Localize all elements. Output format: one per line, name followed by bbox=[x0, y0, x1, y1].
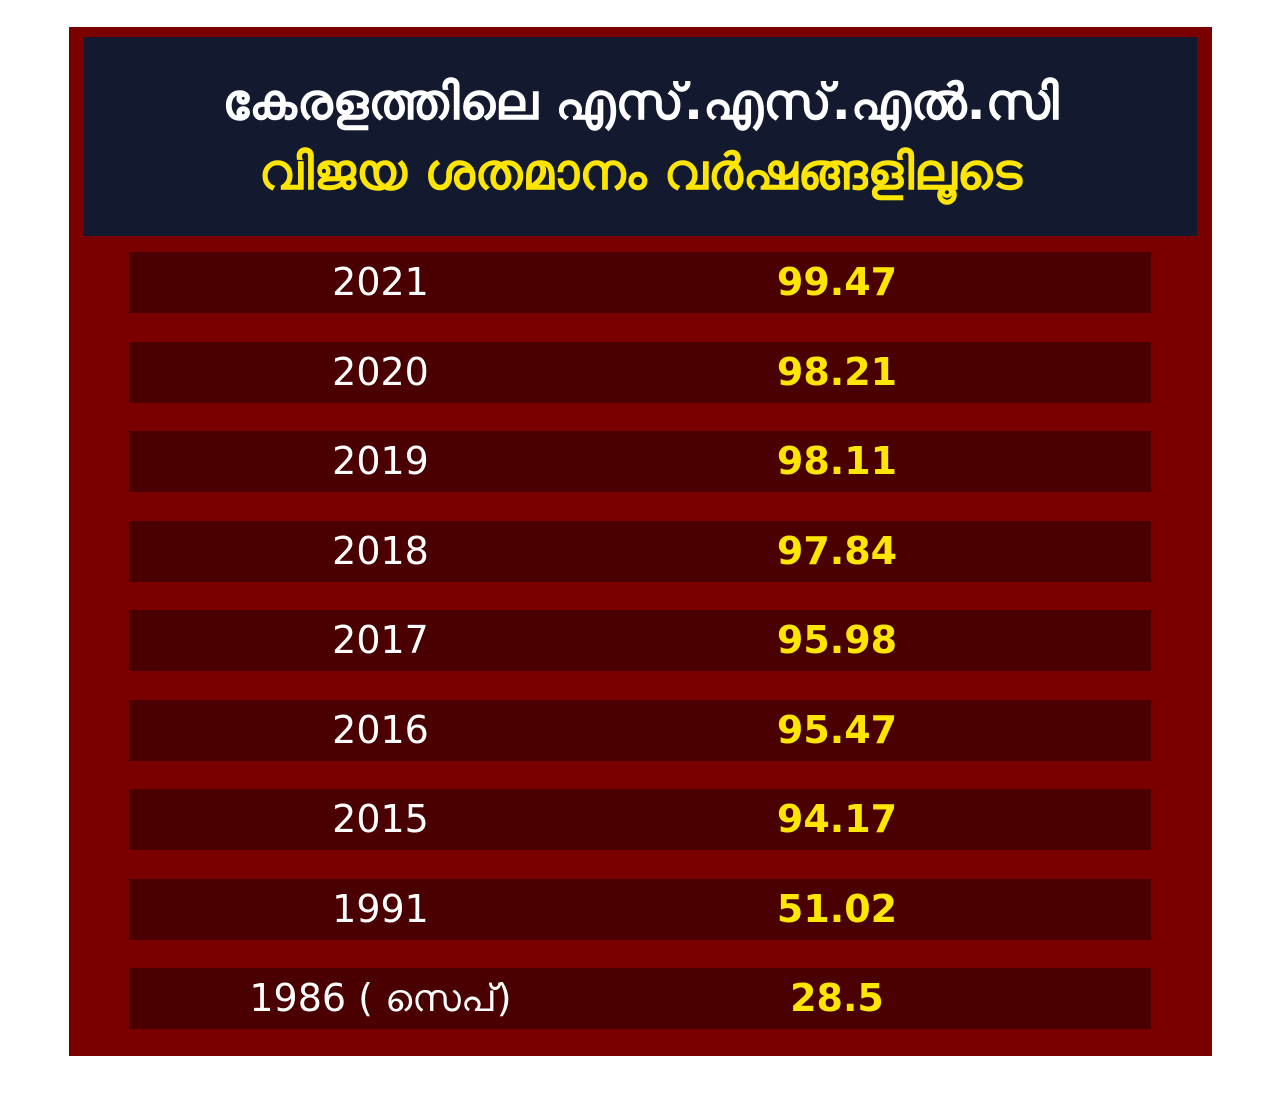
table-row: 2017 95.98 bbox=[129, 610, 1151, 671]
title-banner: കേരളത്തിലെ എസ്.എസ്.എൽ.സി വിജയ ശതമാനം വർഷ… bbox=[84, 37, 1197, 236]
year-cell: 2020 bbox=[332, 350, 429, 394]
pass-percentage-cell: 95.98 bbox=[776, 618, 898, 662]
table-row: 1986 ( സെപ്) 28.5 bbox=[129, 968, 1151, 1029]
year-cell: 2021 bbox=[332, 260, 429, 304]
year-cell: 2015 bbox=[332, 797, 429, 841]
table-row: 2021 99.47 bbox=[129, 252, 1151, 313]
year-cell: 1991 bbox=[332, 887, 429, 931]
year-cell: 2018 bbox=[332, 529, 429, 573]
pass-percentage-cell: 94.17 bbox=[776, 797, 898, 841]
pass-percentage-cell: 28.5 bbox=[790, 976, 884, 1020]
year-cell: 2019 bbox=[332, 439, 429, 483]
pass-percentage-cell: 99.47 bbox=[776, 260, 898, 304]
year-cell: 1986 ( സെപ്) bbox=[249, 976, 512, 1020]
year-cell: 2017 bbox=[332, 618, 429, 662]
table-row: 2015 94.17 bbox=[129, 789, 1151, 850]
title-line-2: വിജയ ശതമാനം വർഷങ്ങളിലൂടെ bbox=[259, 143, 1022, 201]
pass-percentage-cell: 95.47 bbox=[776, 708, 898, 752]
table-row: 2020 98.21 bbox=[129, 342, 1151, 403]
pass-percentage-cell: 98.11 bbox=[776, 439, 898, 483]
pass-percentage-cell: 51.02 bbox=[776, 887, 898, 931]
pass-percentage-cell: 98.21 bbox=[776, 350, 898, 394]
pass-percentage-cell: 97.84 bbox=[776, 529, 898, 573]
table-row: 2019 98.11 bbox=[129, 431, 1151, 492]
title-line-1: കേരളത്തിലെ എസ്.എസ്.എൽ.സി bbox=[222, 73, 1059, 131]
table-row: 2016 95.47 bbox=[129, 700, 1151, 761]
table-row: 2018 97.84 bbox=[129, 521, 1151, 582]
year-cell: 2016 bbox=[332, 708, 429, 752]
table-row: 1991 51.02 bbox=[129, 879, 1151, 940]
